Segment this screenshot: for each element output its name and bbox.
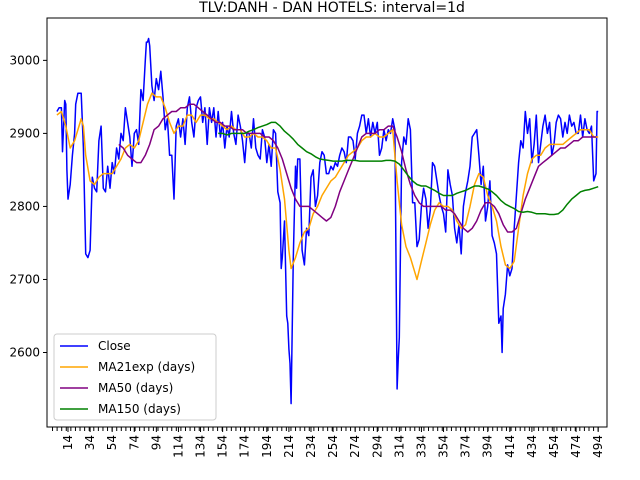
legend-label-3: MA50 (days) (98, 381, 173, 395)
y-tick-label: 2900 (9, 126, 40, 140)
x-tick-label: 234 (304, 435, 318, 458)
x-tick-label: 134 (194, 435, 208, 458)
series-layer (56, 37, 599, 405)
x-tick-label: 414 (503, 435, 517, 458)
x-tick-label: 214 (282, 435, 296, 458)
x-axis: 14 34 54 74 94 114 134 154 174 194 214 234 254 274 294… (52, 427, 605, 458)
x-tick-label: 74 (127, 435, 141, 450)
x-tick-label: 494 (591, 435, 605, 458)
series-line-1 (56, 37, 599, 405)
x-tick-label: 274 (348, 435, 362, 458)
x-tick-label: 114 (171, 435, 185, 458)
x-tick-label: 174 (238, 435, 252, 458)
y-axis: 2600 2700 2800 2900 3000 (9, 53, 47, 360)
series-line-2 (56, 92, 599, 281)
y-tick-label: 2600 (9, 346, 40, 360)
x-tick-label: 474 (569, 435, 583, 458)
x-tick-label: 34 (83, 435, 97, 450)
plot-frame (46, 17, 608, 428)
legend-label-2: MA21exp (days) (98, 360, 195, 374)
x-tick-label: 334 (414, 435, 428, 458)
x-tick-label: 374 (459, 435, 473, 458)
legend-label-1: Close (98, 339, 131, 353)
x-tick-label: 14 (61, 435, 75, 450)
legend-label-4: MA150 (days) (98, 402, 181, 416)
series-line-4 (218, 121, 599, 216)
x-tick-label: 394 (481, 435, 495, 458)
legend-box (53, 333, 217, 421)
y-tick-label: 2800 (9, 199, 40, 213)
x-tick-label: 194 (260, 435, 274, 458)
x-tick-label: 314 (392, 435, 406, 458)
x-tick-label: 434 (525, 435, 539, 458)
y-tick-label: 2700 (9, 272, 40, 286)
legend: Close MA21exp (days) MA50 (days) MA150 (day… (53, 333, 217, 421)
x-tick-label: 454 (547, 435, 561, 458)
x-tick-label: 254 (326, 435, 340, 458)
x-tick-label: 94 (149, 435, 163, 450)
chart-title: TLV:DANH - DAN HOTELS: interval=1d (198, 0, 465, 16)
series-line-3 (118, 103, 596, 233)
x-tick-label: 54 (105, 435, 119, 450)
x-tick-label: 354 (437, 435, 451, 458)
y-tick-label: 3000 (9, 53, 40, 67)
x-tick-label: 294 (370, 435, 384, 458)
x-tick-label: 154 (216, 435, 230, 458)
